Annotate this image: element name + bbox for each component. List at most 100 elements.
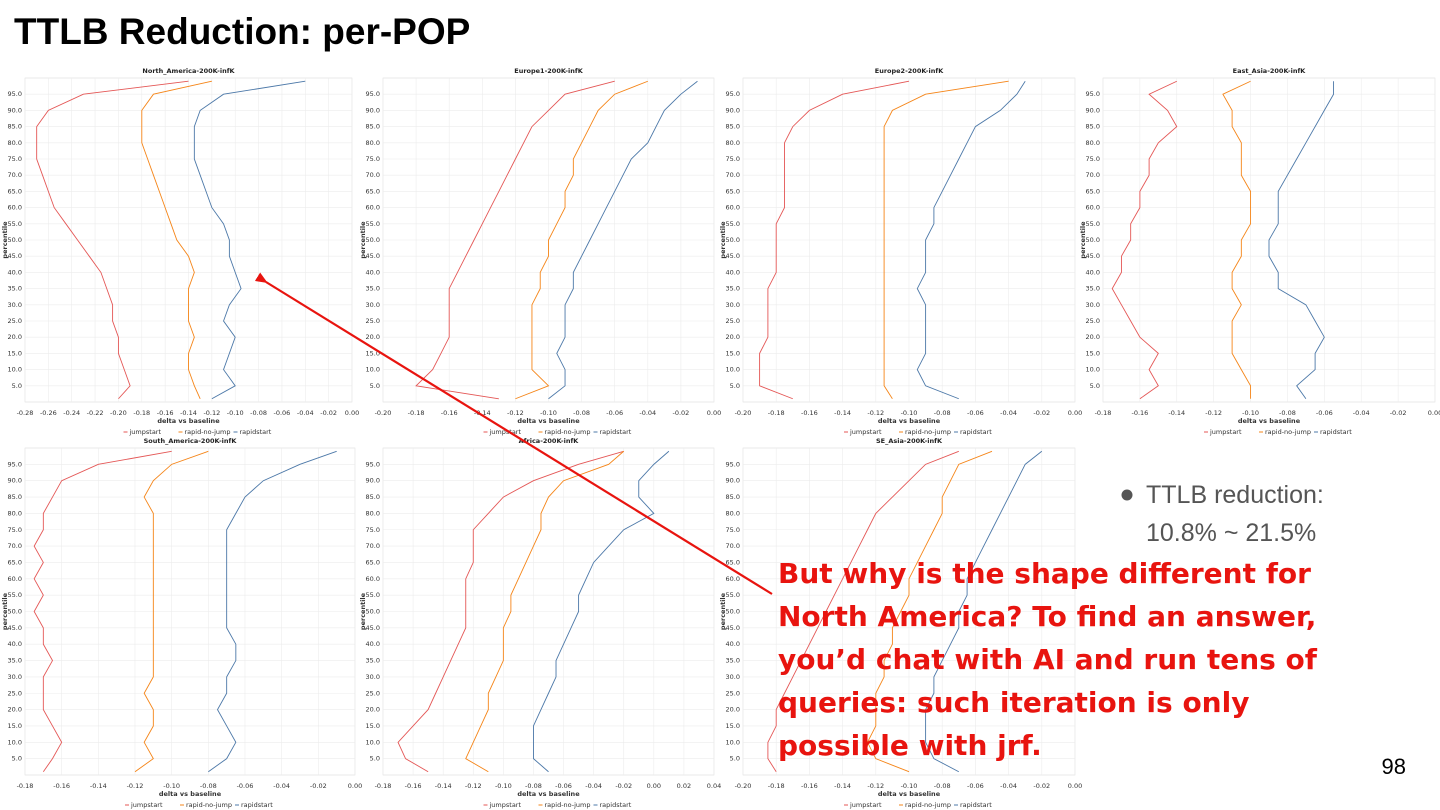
y-tick-label: 5.0 bbox=[370, 755, 380, 763]
y-tick-label: 15.0 bbox=[366, 349, 380, 357]
x-tick-label: -0.16 bbox=[405, 782, 422, 790]
x-tick-label: -0.18 bbox=[1095, 409, 1112, 417]
y-tick-label: 45.0 bbox=[726, 252, 740, 260]
y-tick-label: 90.0 bbox=[8, 477, 22, 485]
x-tick-label: -0.12 bbox=[507, 409, 524, 417]
y-tick-label: 40.0 bbox=[8, 268, 22, 276]
y-tick-label: 75.0 bbox=[366, 526, 380, 534]
legend-label: jumpstart bbox=[130, 801, 163, 809]
y-tick-label: 60.0 bbox=[726, 204, 740, 212]
x-tick-label: -0.08 bbox=[250, 409, 267, 417]
y-tick-label: 70.0 bbox=[8, 171, 22, 179]
x-tick-label: -0.12 bbox=[867, 409, 884, 417]
y-tick-label: 60.0 bbox=[726, 575, 740, 583]
y-tick-label: 65.0 bbox=[8, 558, 22, 566]
y-tick-label: 70.0 bbox=[726, 542, 740, 550]
y-tick-label: 55.0 bbox=[8, 220, 22, 228]
y-axis-label: percentile bbox=[359, 221, 367, 259]
chart-title: East_Asia-200K-infK bbox=[1233, 67, 1307, 75]
y-tick-label: 55.0 bbox=[726, 220, 740, 228]
x-tick-label: -0.10 bbox=[901, 409, 918, 417]
y-tick-label: 25.0 bbox=[1086, 317, 1100, 325]
y-tick-label: 20.0 bbox=[8, 333, 22, 341]
y-tick-label: 65.0 bbox=[1086, 187, 1100, 195]
y-tick-label: 90.0 bbox=[8, 106, 22, 114]
y-tick-label: 15.0 bbox=[8, 349, 22, 357]
x-tick-label: 0.00 bbox=[707, 409, 721, 417]
y-tick-label: 70.0 bbox=[1086, 171, 1100, 179]
x-tick-label: 0.00 bbox=[1068, 409, 1082, 417]
legend-label: rapid-no-jump bbox=[905, 428, 951, 436]
y-tick-label: 65.0 bbox=[366, 558, 380, 566]
y-tick-label: 60.0 bbox=[1086, 204, 1100, 212]
legend-label: rapid-no-jump bbox=[1265, 428, 1311, 436]
y-tick-label: 75.0 bbox=[726, 526, 740, 534]
x-tick-label: -0.08 bbox=[525, 782, 542, 790]
y-tick-label: 30.0 bbox=[366, 301, 380, 309]
y-tick-label: 20.0 bbox=[8, 706, 22, 714]
y-tick-label: 30.0 bbox=[726, 673, 740, 681]
x-tick-label: -0.28 bbox=[17, 409, 34, 417]
y-axis-label: percentile bbox=[719, 592, 727, 630]
y-tick-label: 5.0 bbox=[730, 382, 740, 390]
x-tick-label: -0.12 bbox=[1205, 409, 1222, 417]
y-tick-label: 20.0 bbox=[726, 333, 740, 341]
y-tick-label: 75.0 bbox=[1086, 155, 1100, 163]
y-tick-label: 45.0 bbox=[1086, 252, 1100, 260]
x-tick-label: -0.02 bbox=[320, 409, 337, 417]
y-tick-label: 50.0 bbox=[8, 236, 22, 244]
x-axis-label: delta vs baseline bbox=[159, 790, 222, 798]
arrow bbox=[254, 272, 773, 595]
x-tick-label: 0.00 bbox=[647, 782, 661, 790]
legend-label: rapid-no-jump bbox=[905, 801, 951, 809]
x-tick-label: -0.06 bbox=[555, 782, 572, 790]
x-tick-label: -0.14 bbox=[435, 782, 452, 790]
y-tick-label: 30.0 bbox=[8, 673, 22, 681]
y-tick-label: 50.0 bbox=[726, 608, 740, 616]
charts: 5.0 10.0 15.0 20.0 25.0 30.0 35.0 40.0 45.0 50.0 5… bbox=[1, 67, 1440, 809]
x-tick-label: -0.14 bbox=[1168, 409, 1185, 417]
series-line bbox=[925, 450, 1043, 773]
y-tick-label: 10.0 bbox=[726, 738, 740, 746]
bullet-text: TTLB reduction: bbox=[1146, 481, 1324, 509]
x-tick-label: -0.08 bbox=[573, 409, 590, 417]
y-tick-label: 45.0 bbox=[366, 252, 380, 260]
series-line bbox=[515, 80, 648, 400]
x-tick-label: -0.06 bbox=[1316, 409, 1333, 417]
y-tick-label: 65.0 bbox=[726, 187, 740, 195]
x-tick-label: -0.02 bbox=[310, 782, 327, 790]
y-tick-label: 5.0 bbox=[12, 382, 22, 390]
y-tick-label: 25.0 bbox=[726, 689, 740, 697]
y-tick-label: 20.0 bbox=[366, 706, 380, 714]
y-tick-label: 75.0 bbox=[366, 155, 380, 163]
y-tick-label: 35.0 bbox=[366, 285, 380, 293]
x-tick-label: -0.02 bbox=[672, 409, 689, 417]
x-tick-label: -0.04 bbox=[273, 782, 290, 790]
x-axis-label: delta vs baseline bbox=[878, 790, 941, 798]
y-tick-label: 35.0 bbox=[726, 657, 740, 665]
series-line bbox=[465, 450, 625, 773]
y-tick-label: 90.0 bbox=[726, 477, 740, 485]
y-tick-label: 85.0 bbox=[726, 493, 740, 501]
x-tick-label: -0.04 bbox=[585, 782, 602, 790]
y-tick-label: 35.0 bbox=[8, 657, 22, 665]
bullet-dot bbox=[1121, 489, 1133, 501]
x-tick-label: -0.12 bbox=[465, 782, 482, 790]
y-tick-label: 50.0 bbox=[726, 236, 740, 244]
y-tick-label: 40.0 bbox=[366, 640, 380, 648]
x-tick-label: -0.16 bbox=[801, 782, 818, 790]
x-tick-label: -0.10 bbox=[163, 782, 180, 790]
x-tick-label: -0.12 bbox=[203, 409, 220, 417]
y-tick-label: 40.0 bbox=[1086, 268, 1100, 276]
x-tick-label: -0.04 bbox=[1353, 409, 1370, 417]
y-tick-label: 95.0 bbox=[1086, 90, 1100, 98]
x-tick-label: -0.18 bbox=[375, 782, 392, 790]
y-tick-label: 85.0 bbox=[726, 123, 740, 131]
legend-label: rapidstart bbox=[1320, 428, 1352, 436]
y-tick-label: 25.0 bbox=[366, 689, 380, 697]
legend-label: jumpstart bbox=[489, 428, 522, 436]
x-tick-label: -0.20 bbox=[375, 409, 392, 417]
y-tick-label: 25.0 bbox=[366, 317, 380, 325]
